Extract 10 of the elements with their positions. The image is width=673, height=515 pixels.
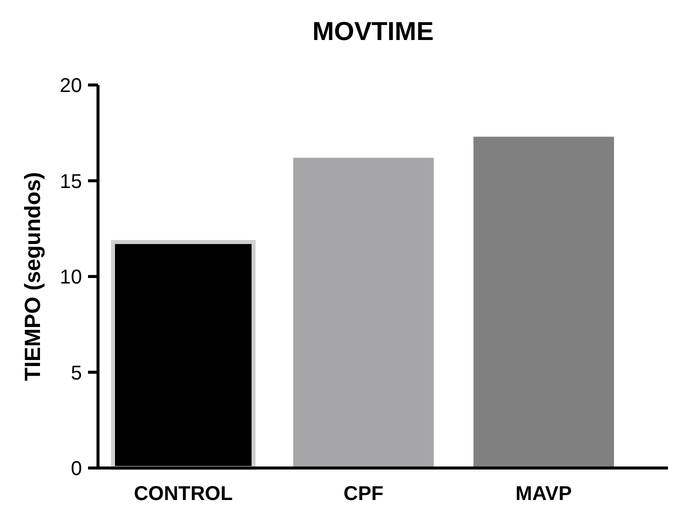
chart-title: MOVTIME [312, 16, 434, 46]
x-tick-label: MAVP [516, 483, 572, 505]
y-tick-label: 15 [60, 170, 82, 193]
y-tick-label: 10 [60, 266, 82, 288]
x-tick-label: CPF [344, 483, 384, 505]
x-tick-label: CONTROL [134, 483, 233, 505]
y-axis-title: TIEMPO (segundos) [20, 172, 45, 381]
y-tick-label: 20 [60, 75, 82, 97]
y-tick-label: 5 [70, 362, 82, 384]
y-tick-label: 0 [70, 458, 82, 480]
